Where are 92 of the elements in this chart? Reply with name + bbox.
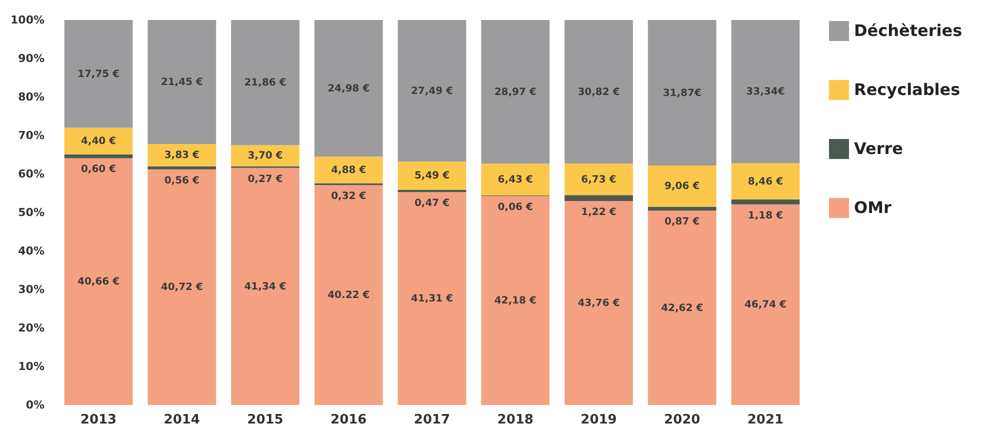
annotation: 1,22 € <box>581 206 616 218</box>
annotation: 31,87€ <box>662 88 702 99</box>
bar <box>564 200 633 405</box>
y-tick-label: 60% <box>18 168 44 180</box>
bar <box>731 20 800 164</box>
bar <box>314 185 383 405</box>
annotation: 40,72 € <box>160 282 203 294</box>
bar <box>148 169 216 405</box>
annotation: 0,60 € <box>80 164 116 176</box>
bar <box>398 192 466 405</box>
bar <box>648 206 716 211</box>
annotation: 42,18 € <box>494 295 536 306</box>
annotation: 41,31 € <box>410 294 454 305</box>
annotation: 3,83 € <box>164 150 200 162</box>
annotation: 9,06 € <box>664 181 700 192</box>
annotation: 21,86 € <box>244 78 286 89</box>
y-tick-label: 70% <box>18 129 44 142</box>
bar <box>64 20 133 128</box>
bar <box>648 20 716 166</box>
bar <box>148 166 216 170</box>
annotation: 6,73 € <box>581 174 616 186</box>
bar <box>481 20 550 164</box>
bar <box>731 163 800 200</box>
x-tick-label: 2019 <box>580 412 617 428</box>
bar <box>148 144 216 166</box>
y-tick-label: 100% <box>10 14 44 26</box>
x-tick-label: 2020 <box>664 412 700 428</box>
annotation: 4,88 € <box>331 164 366 176</box>
bar <box>564 164 633 196</box>
annotation: 8,46 € <box>748 176 784 188</box>
legend-label: OMr <box>854 198 892 217</box>
annotation: 17,75 € <box>77 68 120 80</box>
y-tick-label: 40% <box>18 244 44 258</box>
bar <box>398 162 466 190</box>
bar <box>148 20 216 144</box>
annotation: 0,47 € <box>414 198 450 210</box>
annotation: 41,34 € <box>244 281 286 292</box>
x-tick-label: 2017 <box>414 412 450 428</box>
annotation: 6,43 € <box>498 174 533 186</box>
x-tick-label: 2016 <box>330 412 367 428</box>
legend-label: Déchèteries <box>854 21 962 40</box>
annotation: 1,18 € <box>748 210 784 222</box>
y-tick-label: 50% <box>18 206 44 219</box>
bar <box>731 199 800 204</box>
annotation: 24,98 € <box>328 83 370 94</box>
annotation: 28,97 € <box>494 86 536 98</box>
bar <box>648 166 716 207</box>
annotation: 3,70 € <box>248 150 283 162</box>
bar <box>231 145 300 166</box>
legend-label: Verre <box>854 139 904 158</box>
annotation: 0,32 € <box>331 191 366 202</box>
y-tick-label: 30% <box>18 283 44 296</box>
annotation: 30,82 € <box>578 86 620 98</box>
bar <box>398 20 466 162</box>
x-tick-label: 2018 <box>497 412 534 428</box>
bar <box>231 168 300 405</box>
annotation: 4,40 € <box>80 136 116 148</box>
bar <box>564 195 633 201</box>
bar <box>314 20 383 157</box>
annotation: 0,06 € <box>498 202 533 213</box>
annotation: 0,87 € <box>664 216 700 228</box>
bar <box>64 154 133 158</box>
annotation: 43,76 € <box>578 298 620 309</box>
bar <box>564 20 633 164</box>
annotation: 27,49 € <box>410 86 454 97</box>
annotation: 0,56 € <box>164 175 200 186</box>
x-tick-label: 2015 <box>247 412 284 428</box>
annotation: 46,74 € <box>744 300 787 311</box>
annotation: 42,62 € <box>661 302 704 314</box>
bar <box>314 156 383 184</box>
annotation: 40.22 € <box>328 290 370 302</box>
bar <box>481 196 550 405</box>
y-tick-label: 10% <box>18 360 44 373</box>
bar <box>64 158 133 405</box>
x-tick-label: 2021 <box>747 412 784 428</box>
legend-label: Recyclables <box>854 80 960 99</box>
annotation: 0,27 € <box>248 174 283 185</box>
y-tick-label: 0% <box>26 398 44 412</box>
y-tick-label: 90% <box>18 52 44 65</box>
bar <box>648 210 716 405</box>
bar <box>231 20 300 146</box>
bar <box>731 204 800 405</box>
annotation: 33,34€ <box>746 86 785 98</box>
annotation: 40,66 € <box>77 276 120 288</box>
y-tick-label: 80% <box>18 90 44 104</box>
annotation: 21,45 € <box>160 76 203 88</box>
bar <box>64 128 133 154</box>
annotation: 5,49 € <box>414 170 450 182</box>
bar <box>481 164 550 196</box>
y-tick-label: 20% <box>18 322 44 334</box>
x-tick-label: 2013 <box>80 412 117 428</box>
x-tick-label: 2014 <box>164 412 200 428</box>
